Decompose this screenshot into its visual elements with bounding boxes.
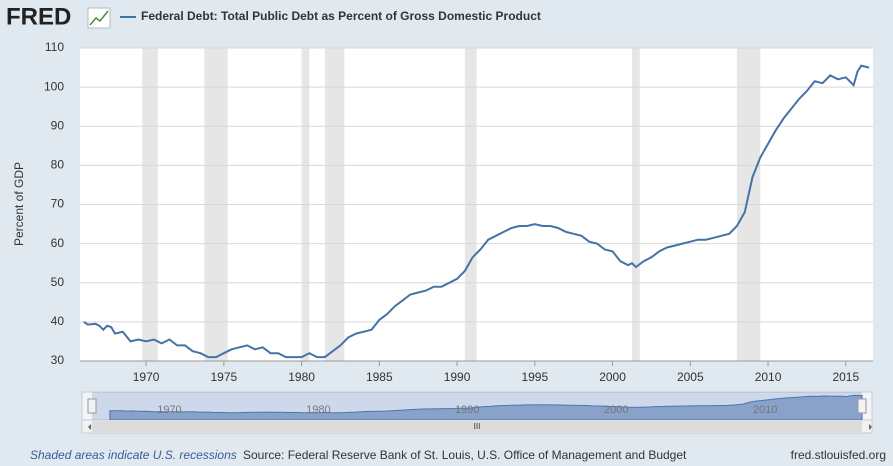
source: Source: Federal Reserve Bank of St. Loui…	[243, 448, 687, 462]
navigator-tick-label: 2010	[753, 404, 777, 416]
site: fred.stlouisfed.org	[791, 448, 886, 462]
x-tick-label: 2005	[677, 370, 704, 384]
navigator-handle[interactable]	[87, 398, 97, 414]
navigator-tick-label: 2000	[604, 404, 628, 416]
y-tick-label: 60	[51, 236, 65, 250]
chart-title: Federal Debt: Total Public Debt as Perce…	[141, 9, 541, 23]
x-tick-label: 1990	[444, 370, 471, 384]
scroll-right[interactable]	[869, 424, 872, 430]
logo: FRED	[6, 3, 71, 30]
x-tick-label: 2000	[599, 370, 626, 384]
logo-icon	[87, 7, 111, 29]
recession-note: Shaded areas indicate U.S. recessions	[30, 448, 237, 462]
y-tick-label: 40	[51, 314, 65, 328]
navigator-tick-label: 1980	[306, 404, 330, 416]
y-tick-label: 100	[44, 79, 64, 93]
navigator-tick-label: 1990	[455, 404, 479, 416]
x-tick-label: 1980	[288, 370, 315, 384]
y-tick-label: 90	[51, 118, 65, 132]
x-tick-label: 2015	[832, 370, 859, 384]
scroll-left[interactable]	[88, 424, 91, 430]
y-tick-label: 70	[51, 197, 65, 211]
y-axis-label: Percent of GDP	[12, 162, 26, 246]
logo-icon-line	[89, 10, 109, 26]
navigator-tick-label: 1970	[157, 404, 181, 416]
x-tick-label: 1970	[133, 370, 160, 384]
x-tick-label: 2010	[755, 370, 782, 384]
x-tick-label: 1975	[210, 370, 237, 384]
data-line	[83, 64, 870, 359]
x-tick-label: 1985	[366, 370, 393, 384]
scrollbar-grip: III	[474, 422, 481, 431]
navigator-series	[92, 392, 863, 420]
x-tick-label: 1995	[521, 370, 548, 384]
y-tick-label: 110	[45, 40, 64, 54]
navigator-area	[109, 394, 863, 420]
y-tick-label: 50	[51, 275, 65, 289]
scrollbar-thumb[interactable]	[92, 421, 862, 432]
navigator-handle[interactable]	[857, 398, 867, 414]
y-tick-label: 30	[51, 353, 65, 367]
y-tick-label: 80	[51, 158, 65, 172]
navigator-selection	[92, 392, 862, 420]
